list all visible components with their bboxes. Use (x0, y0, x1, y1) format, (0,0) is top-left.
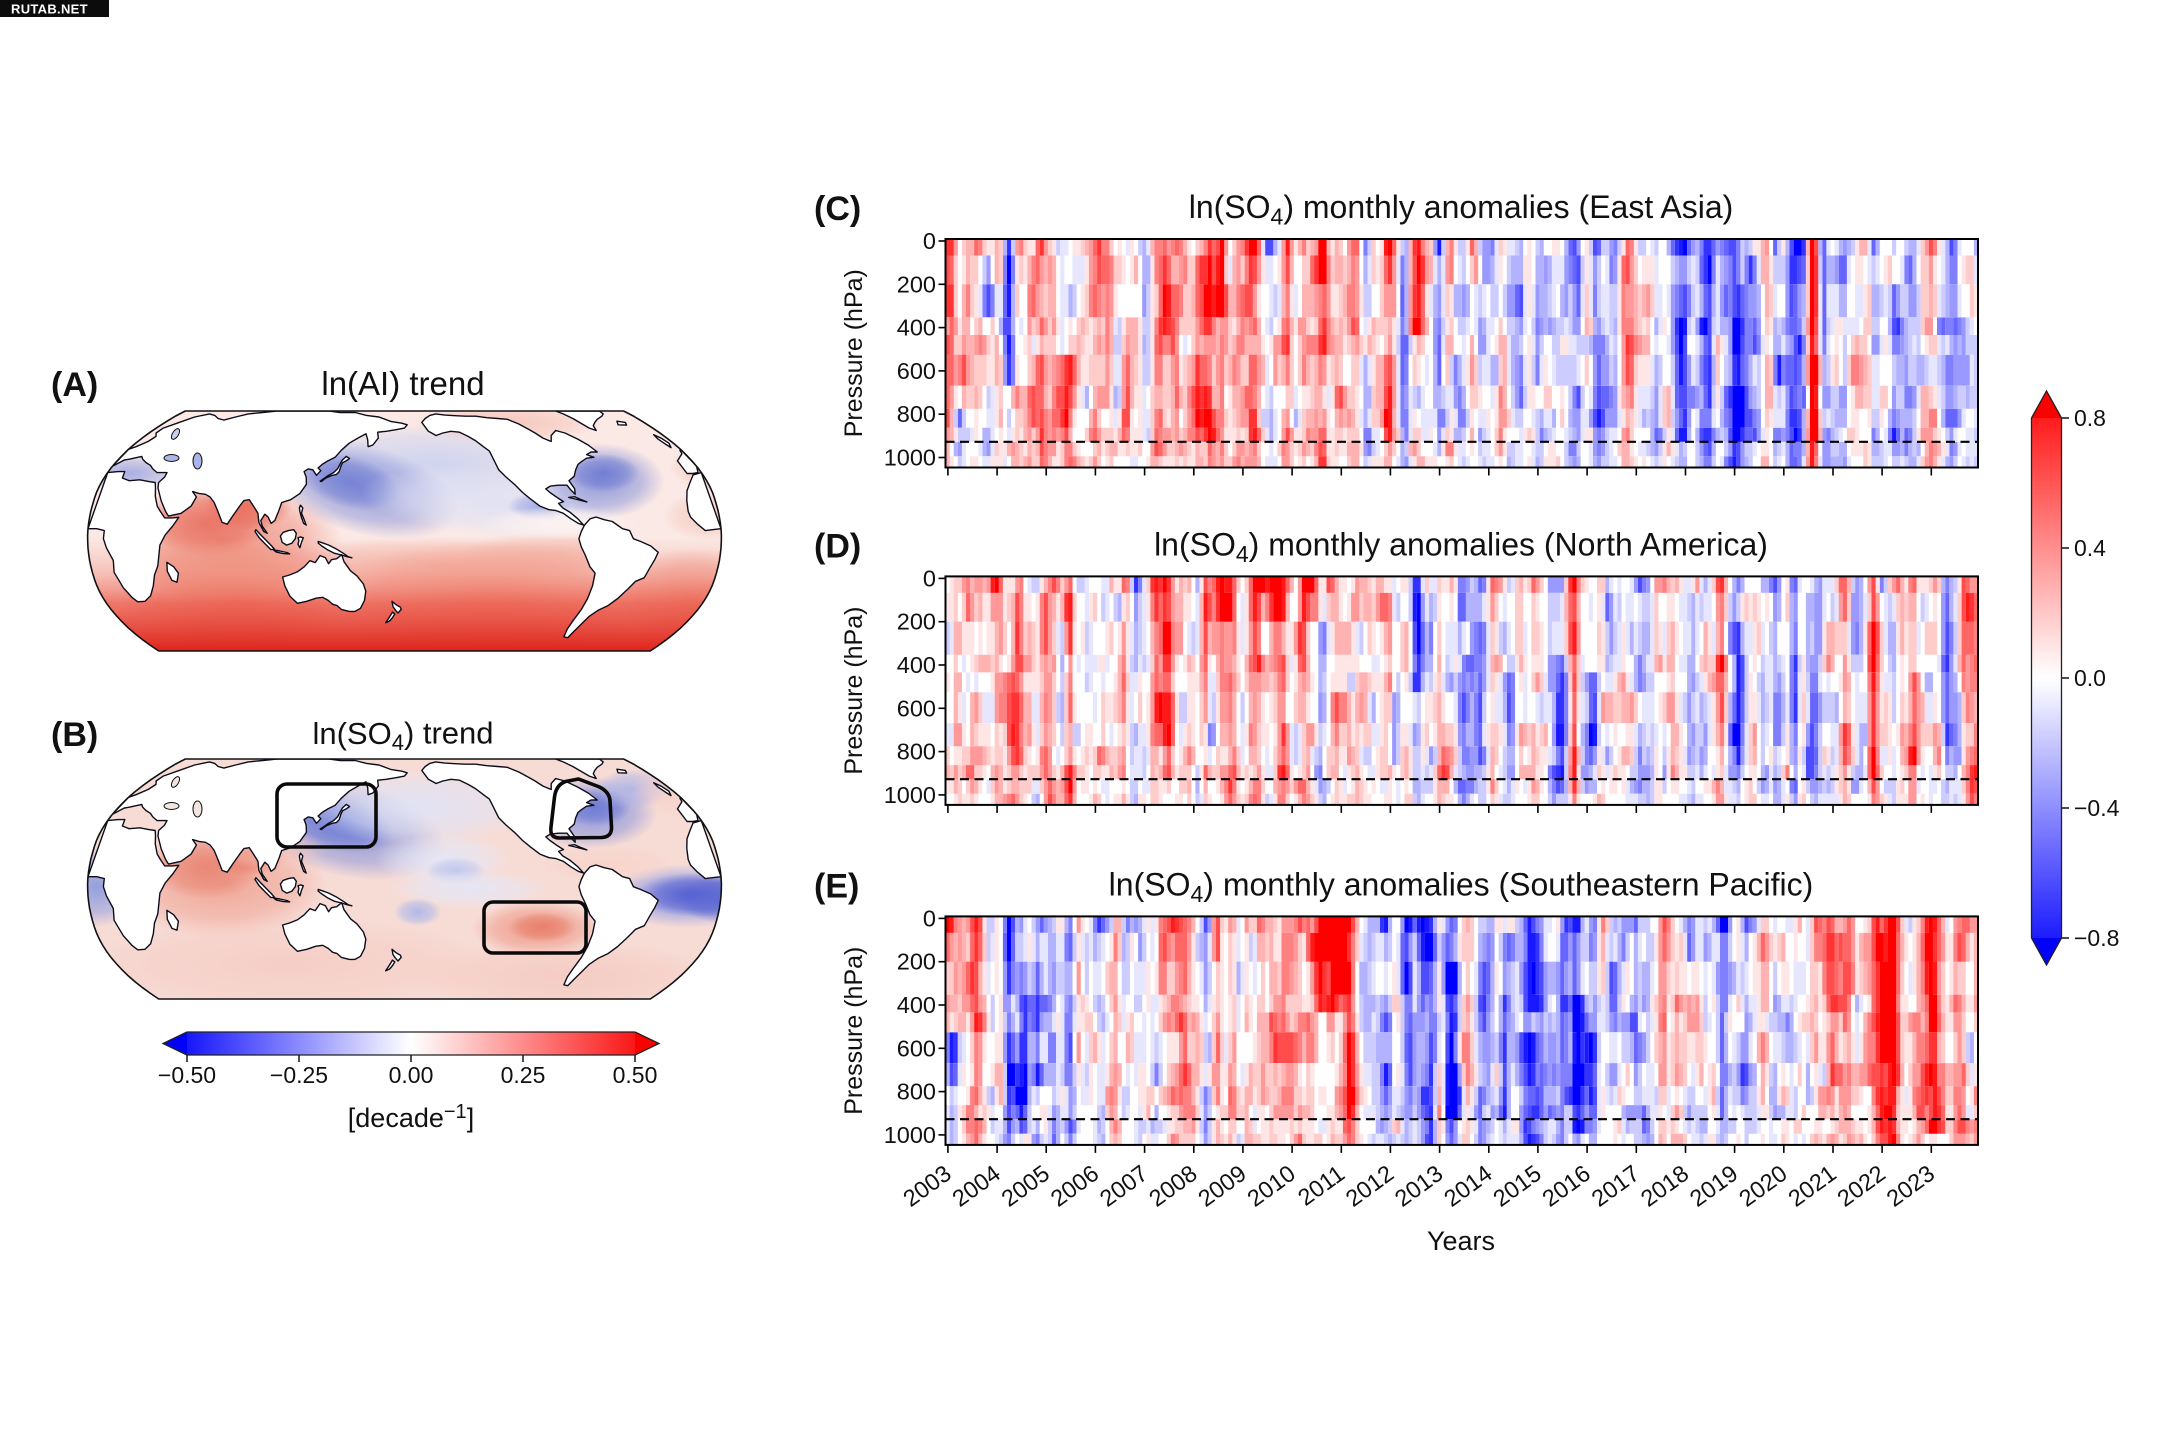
svg-text:600: 600 (897, 695, 936, 721)
svg-text:400: 400 (897, 315, 936, 341)
svg-text:0: 0 (923, 228, 936, 254)
svg-text:Pressure (hPa): Pressure (hPa) (840, 269, 868, 437)
svg-text:0: 0 (923, 905, 936, 931)
svg-text:Years: Years (1427, 1226, 1495, 1256)
svg-text:−0.4: −0.4 (2074, 795, 2120, 821)
svg-text:0.0: 0.0 (2074, 665, 2106, 691)
svg-text:200: 200 (897, 949, 936, 975)
svg-text:200: 200 (897, 271, 936, 297)
svg-text:0: 0 (923, 565, 936, 591)
svg-text:800: 800 (897, 401, 936, 427)
svg-text:−0.25: −0.25 (270, 1062, 328, 1088)
svg-text:(A): (A) (51, 366, 98, 404)
svg-text:0.4: 0.4 (2074, 535, 2106, 561)
svg-text:1000: 1000 (884, 782, 936, 808)
svg-text:ln(SO4) monthly anomalies (Eas: ln(SO4) monthly anomalies (East Asia) (1189, 189, 1734, 230)
svg-text:200: 200 (897, 609, 936, 635)
svg-text:0.00: 0.00 (389, 1062, 434, 1088)
svg-text:ln(SO4) trend: ln(SO4) trend (312, 716, 493, 756)
svg-text:1000: 1000 (884, 445, 936, 471)
svg-text:[decade−1]: [decade−1] (348, 1101, 474, 1133)
svg-text:−0.50: −0.50 (158, 1062, 216, 1088)
svg-text:600: 600 (897, 358, 936, 384)
svg-text:ln(SO4) monthly anomalies (Nor: ln(SO4) monthly anomalies (North America… (1154, 526, 1768, 567)
svg-text:RUTAB.NET: RUTAB.NET (11, 2, 88, 17)
svg-text:0.8: 0.8 (2074, 405, 2106, 431)
svg-text:(C): (C) (814, 190, 861, 228)
svg-text:400: 400 (897, 992, 936, 1018)
svg-text:1000: 1000 (884, 1122, 936, 1148)
svg-text:−0.8: −0.8 (2074, 925, 2119, 951)
svg-text:Pressure (hPa): Pressure (hPa) (840, 947, 868, 1115)
svg-text:ln(SO4) monthly anomalies (Sou: ln(SO4) monthly anomalies (Southeastern … (1109, 866, 1814, 907)
svg-text:Pressure (hPa): Pressure (hPa) (840, 607, 868, 775)
svg-text:600: 600 (897, 1035, 936, 1061)
svg-text:400: 400 (897, 652, 936, 678)
svg-text:(E): (E) (814, 867, 859, 905)
svg-text:800: 800 (897, 1079, 936, 1105)
svg-text:ln(AI) trend: ln(AI) trend (321, 365, 484, 402)
svg-text:0.50: 0.50 (613, 1062, 658, 1088)
svg-text:0.25: 0.25 (501, 1062, 546, 1088)
svg-text:(B): (B) (51, 716, 98, 754)
svg-text:800: 800 (897, 739, 936, 765)
svg-text:(D): (D) (814, 527, 861, 565)
